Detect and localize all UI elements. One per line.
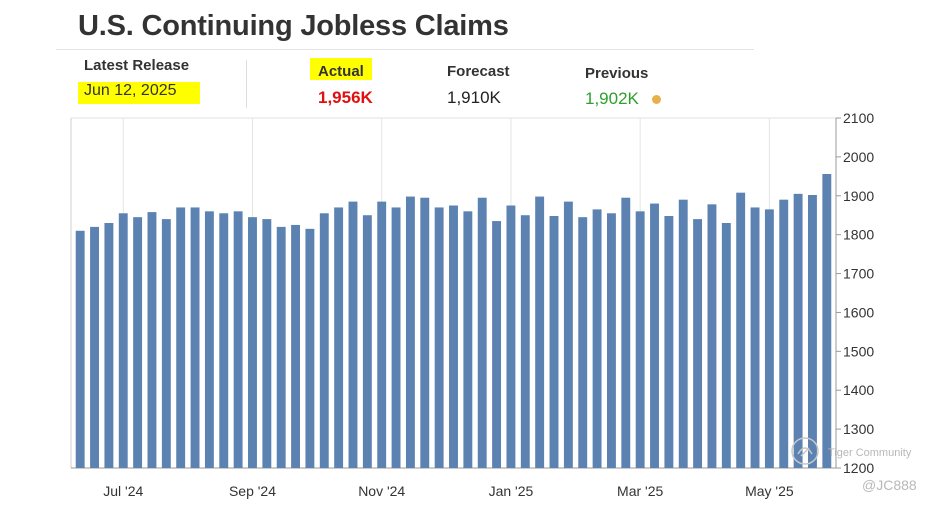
bar [362,215,372,468]
y-tick-label: 1700 [843,266,874,282]
bar [334,207,344,468]
bar [133,217,143,468]
actual-highlight [310,58,372,80]
bar [822,174,832,468]
bar [592,209,602,468]
bar [707,204,717,468]
bar [520,215,530,468]
bar [449,205,458,468]
bar [147,212,157,468]
bar [291,224,301,468]
bar [492,221,502,468]
bar [506,205,516,468]
bar [248,217,257,468]
watermark-handle: @JC888 [862,477,917,493]
y-tick-label: 1600 [843,304,874,320]
bar [764,209,774,468]
bar [233,211,243,468]
bar [420,197,430,468]
previous-label: Previous [585,65,649,82]
y-tick-label: 1300 [843,421,874,437]
bar [664,216,674,468]
bar [621,197,631,468]
bar [405,196,415,468]
bar [391,207,401,468]
bar [219,213,229,468]
bar [693,219,703,468]
latest-release-value: Jun 12, 2025 [84,82,177,99]
bar [90,226,99,468]
bar [190,207,200,468]
bar [262,219,272,468]
bar [549,216,559,468]
bar [276,226,286,468]
y-tick-label: 1800 [843,227,874,243]
bar [161,219,171,468]
x-tick-label: Jan '25 [489,483,534,499]
bar [118,213,128,468]
bar [305,228,315,468]
bar [678,199,688,469]
page-title: U.S. Continuing Jobless Claims [78,10,509,42]
bar [650,203,659,468]
bar [176,207,186,468]
y-tick-label: 1400 [843,382,874,398]
bar [578,217,588,468]
bar [635,211,645,468]
bar [104,223,114,468]
bar [434,207,444,468]
bar [204,211,214,468]
bar [75,230,85,468]
y-tick-label: 1200 [843,460,874,476]
bar [750,207,760,468]
actual-value: 1,956K [318,88,373,107]
tiger-logo-icon [791,437,819,465]
x-tick-label: Mar '25 [617,483,663,499]
forecast-label: Forecast [447,63,510,80]
title-divider [56,49,754,50]
y-tick-label: 1500 [843,343,874,359]
latest-release-highlight [78,82,200,104]
bar [736,192,746,469]
bar [477,197,487,468]
y-tick-label: 2100 [843,110,874,126]
bar [793,193,803,468]
bar [779,199,789,469]
y-tick-label: 1900 [843,188,874,204]
header-separator [246,60,247,108]
forecast-value: 1,910K [447,88,501,107]
y-tick-label: 2000 [843,149,874,165]
bar [463,211,473,468]
latest-release-label: Latest Release [84,57,190,74]
bar [377,201,387,469]
x-tick-label: Nov '24 [358,483,405,499]
previous-status-dot [652,95,661,104]
bar [721,223,731,468]
bar [563,201,573,469]
bar [606,213,616,468]
bar [535,196,545,468]
bar [319,213,329,468]
previous-value: 1,902K [585,89,639,108]
watermark-brand: Tiger Community [828,447,912,459]
bar [348,201,358,469]
x-tick-label: May '25 [745,483,794,499]
actual-label: Actual [318,63,364,80]
bar [808,195,817,468]
x-tick-label: Sep '24 [229,483,276,499]
x-tick-label: Jul '24 [103,483,143,499]
